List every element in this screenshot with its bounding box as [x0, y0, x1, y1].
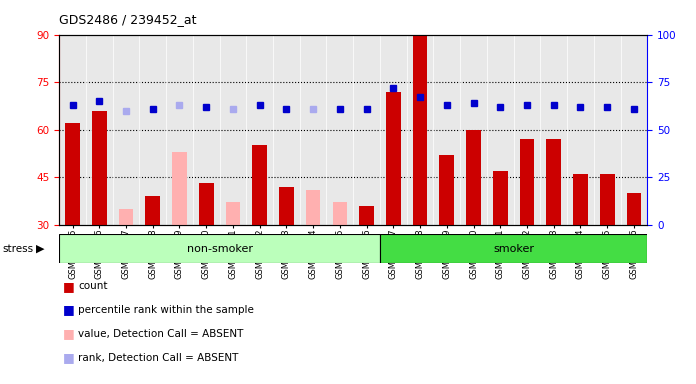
Bar — [59, 234, 380, 263]
Bar — [626, 193, 641, 225]
Bar — [380, 234, 647, 263]
Bar — [172, 152, 187, 225]
Bar — [92, 111, 106, 225]
Bar — [573, 174, 588, 225]
Bar — [65, 123, 80, 225]
Text: smoker: smoker — [493, 243, 534, 254]
Bar — [386, 92, 401, 225]
Text: count: count — [78, 281, 107, 291]
Text: rank, Detection Call = ABSENT: rank, Detection Call = ABSENT — [78, 353, 238, 362]
Bar — [359, 206, 374, 225]
Bar — [466, 130, 481, 225]
Text: stress: stress — [2, 244, 33, 254]
Bar — [546, 139, 561, 225]
Text: ■: ■ — [63, 351, 74, 364]
Bar — [199, 184, 214, 225]
Bar — [253, 146, 267, 225]
Text: GDS2486 / 239452_at: GDS2486 / 239452_at — [59, 13, 197, 26]
Text: value, Detection Call = ABSENT: value, Detection Call = ABSENT — [78, 329, 244, 339]
Bar — [306, 190, 320, 225]
Bar — [493, 171, 507, 225]
Bar — [279, 187, 294, 225]
Bar — [600, 174, 615, 225]
Bar — [118, 209, 134, 225]
Bar — [333, 202, 347, 225]
Text: ▶: ▶ — [36, 244, 45, 254]
Text: ■: ■ — [63, 327, 74, 340]
Text: non-smoker: non-smoker — [187, 243, 253, 254]
Bar — [439, 155, 454, 225]
Text: percentile rank within the sample: percentile rank within the sample — [78, 305, 254, 315]
Text: ■: ■ — [63, 303, 74, 316]
Bar — [413, 35, 427, 225]
Bar — [145, 196, 160, 225]
Text: ■: ■ — [63, 280, 74, 293]
Bar — [520, 139, 535, 225]
Bar — [226, 202, 240, 225]
